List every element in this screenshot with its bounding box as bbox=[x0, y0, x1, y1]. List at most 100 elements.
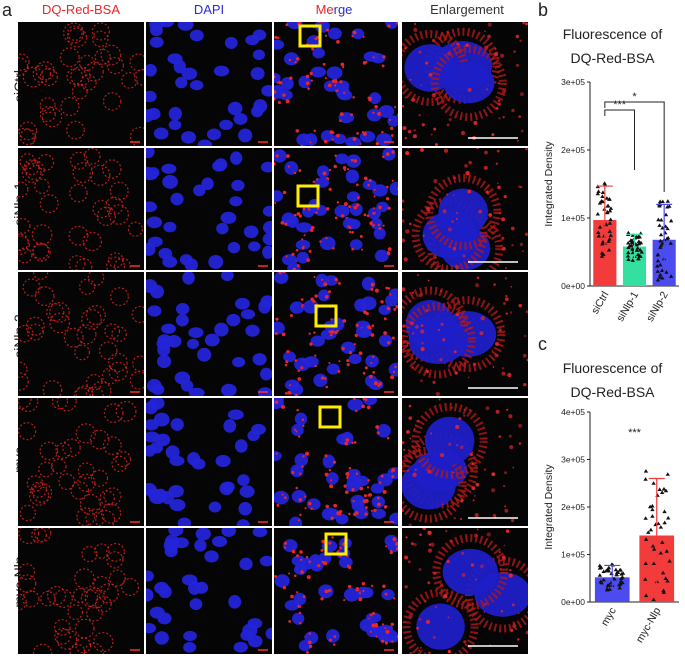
data-point bbox=[661, 588, 666, 593]
data-point bbox=[608, 217, 613, 222]
data-point bbox=[655, 493, 660, 497]
data-point bbox=[665, 472, 670, 476]
data-point bbox=[626, 250, 631, 255]
significance-bracket bbox=[604, 101, 665, 192]
micrograph-sinlp-2-dq-red-bsa bbox=[18, 272, 144, 396]
micrograph-sictrl-dq-red-bsa bbox=[18, 22, 144, 146]
data-point bbox=[643, 561, 648, 565]
data-point bbox=[606, 239, 611, 243]
zoom-region-box bbox=[298, 24, 322, 48]
data-point bbox=[607, 197, 612, 201]
panel-letter-b: b bbox=[538, 0, 549, 20]
data-point bbox=[651, 547, 657, 551]
micrograph-sinlp-1-dapi bbox=[146, 148, 272, 270]
data-point bbox=[607, 221, 613, 225]
data-point bbox=[658, 245, 663, 249]
data-point bbox=[634, 248, 639, 252]
data-point bbox=[627, 243, 632, 248]
category-label: siNlp-2 bbox=[644, 289, 671, 323]
data-point bbox=[635, 252, 641, 257]
data-point bbox=[658, 262, 663, 267]
data-point bbox=[665, 515, 671, 520]
data-point bbox=[668, 218, 674, 223]
data-point bbox=[663, 576, 668, 581]
data-point bbox=[657, 223, 662, 227]
micrograph-sinlp-2-merge bbox=[274, 272, 398, 396]
y-tick-label: 2e+05 bbox=[561, 502, 585, 512]
data-point bbox=[643, 593, 649, 598]
micrograph-myc-enlargement bbox=[402, 398, 528, 526]
data-point bbox=[606, 247, 612, 252]
y-tick-label: 0e+00 bbox=[561, 597, 585, 607]
panel-letter-a: a bbox=[2, 0, 13, 20]
data-point bbox=[599, 199, 604, 203]
chart-b-title: Fluorescence of bbox=[562, 26, 663, 42]
data-point bbox=[636, 239, 642, 244]
data-point bbox=[655, 252, 660, 257]
data-point bbox=[655, 258, 661, 263]
data-point bbox=[657, 487, 662, 491]
data-point bbox=[604, 568, 609, 573]
column-header-dq-red-bsa: DQ-Red-BSA bbox=[41, 2, 121, 17]
category-label: myc bbox=[599, 606, 619, 629]
micrograph-myc-merge bbox=[274, 398, 398, 526]
y-tick-label: 0e+00 bbox=[561, 281, 585, 291]
micrograph-myc-nlp-enlargement bbox=[402, 528, 528, 654]
data-point bbox=[651, 597, 656, 602]
y-tick-label: 1e+05 bbox=[561, 550, 585, 560]
micrograph-sinlp-2-enlargement bbox=[402, 272, 528, 396]
significance-label: *** bbox=[628, 427, 642, 439]
data-point bbox=[656, 217, 661, 222]
data-point bbox=[635, 246, 640, 250]
chart-b-subtitle: DQ-Red-BSA bbox=[570, 50, 655, 66]
y-tick-label: 2e+05 bbox=[561, 145, 585, 155]
data-point bbox=[667, 204, 672, 208]
data-point bbox=[599, 251, 605, 255]
data-point bbox=[608, 233, 613, 238]
micrograph-myc-dq-red-bsa bbox=[18, 398, 144, 526]
data-point bbox=[618, 581, 623, 586]
data-point bbox=[660, 540, 665, 544]
data-point bbox=[663, 212, 669, 217]
y-axis-label: Integrated Density bbox=[543, 464, 555, 550]
data-point bbox=[596, 189, 601, 193]
zoom-region-box bbox=[314, 304, 338, 328]
data-point bbox=[650, 514, 655, 518]
data-point bbox=[599, 254, 605, 258]
data-point bbox=[655, 277, 661, 282]
data-point bbox=[643, 516, 648, 520]
data-point bbox=[643, 577, 648, 581]
micrograph-sinlp-1-enlargement bbox=[402, 148, 528, 270]
data-point bbox=[668, 241, 673, 245]
significance-bracket bbox=[604, 109, 635, 170]
merge-blue-part: rge bbox=[333, 2, 353, 17]
micrograph-sinlp-2-dapi bbox=[146, 272, 272, 396]
data-point bbox=[600, 239, 606, 244]
data-point bbox=[608, 206, 614, 210]
data-point bbox=[614, 572, 620, 577]
data-point bbox=[607, 237, 612, 241]
column-header-dapi: DAPI bbox=[193, 2, 225, 17]
data-point bbox=[657, 275, 662, 279]
data-point bbox=[626, 230, 631, 235]
data-point bbox=[662, 520, 667, 525]
y-tick-label: 3e+05 bbox=[561, 455, 585, 465]
y-tick-label: 4e+05 bbox=[561, 407, 585, 417]
data-point bbox=[604, 196, 610, 200]
data-point bbox=[605, 204, 610, 208]
data-point bbox=[659, 490, 665, 494]
data-point bbox=[597, 573, 603, 577]
data-point bbox=[655, 269, 660, 273]
micrograph-sictrl-merge bbox=[274, 22, 398, 146]
micrograph-myc-nlp-merge bbox=[274, 528, 398, 654]
data-point bbox=[659, 217, 664, 222]
data-point bbox=[630, 233, 635, 237]
zoom-region-box bbox=[296, 184, 320, 208]
column-header-merge: Merge bbox=[274, 2, 394, 17]
data-point bbox=[658, 238, 663, 243]
significance-label: * bbox=[632, 91, 637, 103]
data-point bbox=[613, 567, 619, 572]
micrograph-myc-nlp-dq-red-bsa bbox=[18, 528, 144, 654]
data-point bbox=[639, 250, 644, 254]
data-point bbox=[606, 565, 612, 570]
